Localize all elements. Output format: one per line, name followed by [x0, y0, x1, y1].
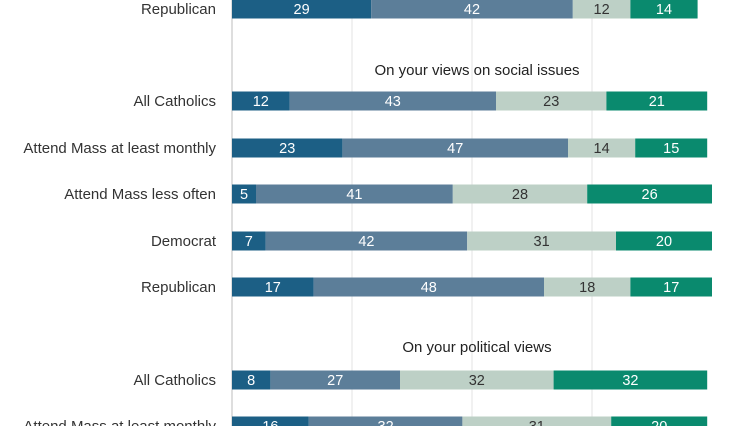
- data-label: 7: [245, 234, 253, 250]
- data-label: 28: [512, 187, 528, 203]
- data-label: 41: [346, 187, 362, 203]
- bar-segment: [568, 138, 636, 158]
- bar-segment: [256, 184, 453, 204]
- row-label: Attend Mass at least monthly: [23, 418, 216, 426]
- data-label: 14: [594, 141, 610, 157]
- bar-segment: [289, 91, 496, 111]
- bar-segment: [587, 184, 712, 204]
- data-label: 32: [622, 373, 638, 389]
- data-label: 5: [240, 187, 248, 203]
- bar-segment: [232, 416, 309, 426]
- bar-segment: [635, 138, 708, 158]
- bar-segment: [452, 184, 588, 204]
- row-label: Republican: [141, 279, 216, 296]
- data-label: 23: [543, 94, 559, 110]
- data-label: 31: [529, 419, 545, 426]
- row-label: All Catholics: [133, 93, 216, 110]
- data-label: 21: [649, 94, 665, 110]
- bar-segment: [232, 184, 256, 204]
- bar-segment: [572, 0, 631, 19]
- bar-segment: [232, 0, 372, 19]
- bar-segment: [232, 231, 266, 251]
- data-label: 18: [579, 280, 595, 296]
- bar-segment: [630, 0, 698, 19]
- data-label: 8: [247, 373, 255, 389]
- data-label: 31: [534, 234, 550, 250]
- data-label: 17: [663, 280, 679, 296]
- bar-segment: [342, 138, 568, 158]
- bar-segment: [308, 416, 463, 426]
- data-label: 48: [421, 280, 437, 296]
- data-label: 20: [656, 234, 672, 250]
- bar-segment: [400, 370, 554, 390]
- data-label: 12: [253, 94, 269, 110]
- data-label: 12: [594, 2, 610, 18]
- bar-segment: [606, 91, 708, 111]
- bar-segment: [496, 91, 607, 111]
- data-label: 42: [464, 2, 480, 18]
- data-label: 27: [327, 373, 343, 389]
- data-label: 20: [651, 419, 667, 426]
- data-label: 47: [447, 141, 463, 157]
- bar-segment: [630, 277, 712, 297]
- bar-segment: [462, 416, 612, 426]
- data-label: 23: [279, 141, 295, 157]
- data-label: 17: [265, 280, 281, 296]
- bar-segment: [232, 370, 271, 390]
- row-label: All Catholics: [133, 372, 216, 389]
- data-label: 16: [262, 419, 278, 426]
- bar-segment: [611, 416, 708, 426]
- bar-segment: [232, 138, 343, 158]
- bar-segment: [371, 0, 573, 19]
- data-label: 26: [642, 187, 658, 203]
- bar-segment: [553, 370, 708, 390]
- data-label: 32: [378, 419, 394, 426]
- bar-segment: [232, 277, 314, 297]
- section-title: On your political views: [402, 339, 551, 356]
- row-label: Republican: [141, 1, 216, 18]
- bar-segment: [544, 277, 631, 297]
- bar-segment: [232, 91, 290, 111]
- data-label: 42: [358, 234, 374, 250]
- data-label: 29: [294, 2, 310, 18]
- data-label: 43: [385, 94, 401, 110]
- row-label: Attend Mass less often: [64, 186, 216, 203]
- row-label: Democrat: [151, 233, 217, 250]
- bar-segment: [270, 370, 400, 390]
- bar-segment: [265, 231, 468, 251]
- bar-segment: [616, 231, 712, 251]
- data-label: 14: [656, 2, 672, 18]
- bar-segment: [467, 231, 616, 251]
- data-label: 15: [663, 141, 679, 157]
- data-label: 32: [469, 373, 485, 389]
- section-title: On your views on social issues: [374, 62, 579, 79]
- row-label: Attend Mass at least monthly: [23, 140, 216, 157]
- bar-segment: [313, 277, 544, 297]
